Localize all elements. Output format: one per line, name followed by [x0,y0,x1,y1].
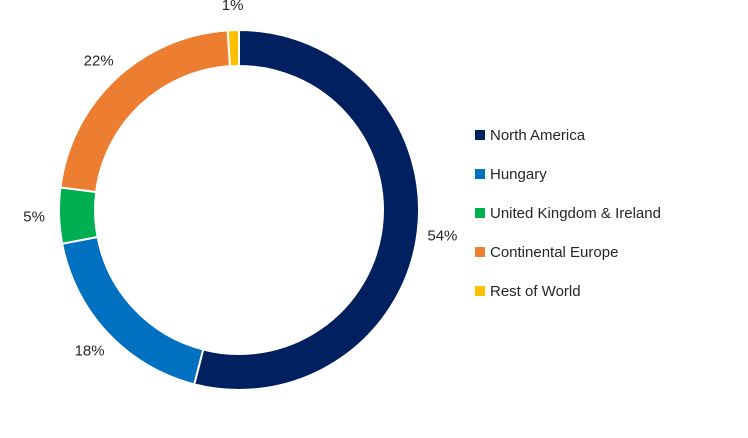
legend-swatch-north-america [475,130,485,140]
legend-swatch-rest-of-world [475,286,485,296]
legend-label-hungary: Hungary [490,166,547,183]
legend: North America Hungary United Kingdom & Ire… [475,127,661,300]
legend-label-continental-europe: Continental Europe [490,244,618,261]
slice-rest-of-world [226,28,240,68]
legend-swatch-united-kingdom-and-ireland [475,208,485,218]
legend-item-rest-of-world: Rest of World [475,283,581,300]
slice-north-america [193,28,420,391]
data-label-north-america: 54% [427,228,457,245]
legend-swatch-continental-europe [475,247,485,257]
data-label-continental-europe: 22% [84,53,114,70]
legend-label-united-kingdom-and-ireland: United Kingdom & Ireland [490,205,661,222]
data-label-united-kingdom-and-ireland: 5% [23,208,45,225]
legend-item-north-america: North America [475,127,586,144]
legend-swatch-hungary [475,169,485,179]
legend-item-continental-europe: Continental Europe [475,244,618,261]
slice-hungary [61,235,205,386]
data-label-hungary: 18% [75,342,105,359]
slice-united-kingdom-and-ireland [58,186,99,245]
legend-item-united-kingdom-and-ireland: United Kingdom & Ireland [475,205,661,222]
legend-label-rest-of-world: Rest of World [490,283,581,300]
data-label-rest-of-world: 1% [222,0,244,14]
legend-item-hungary: Hungary [475,166,547,183]
data-labels: 54% 18% 5% 22% 1% [23,0,457,359]
donut-slices [58,28,420,391]
legend-label-north-america: North America [490,127,586,144]
